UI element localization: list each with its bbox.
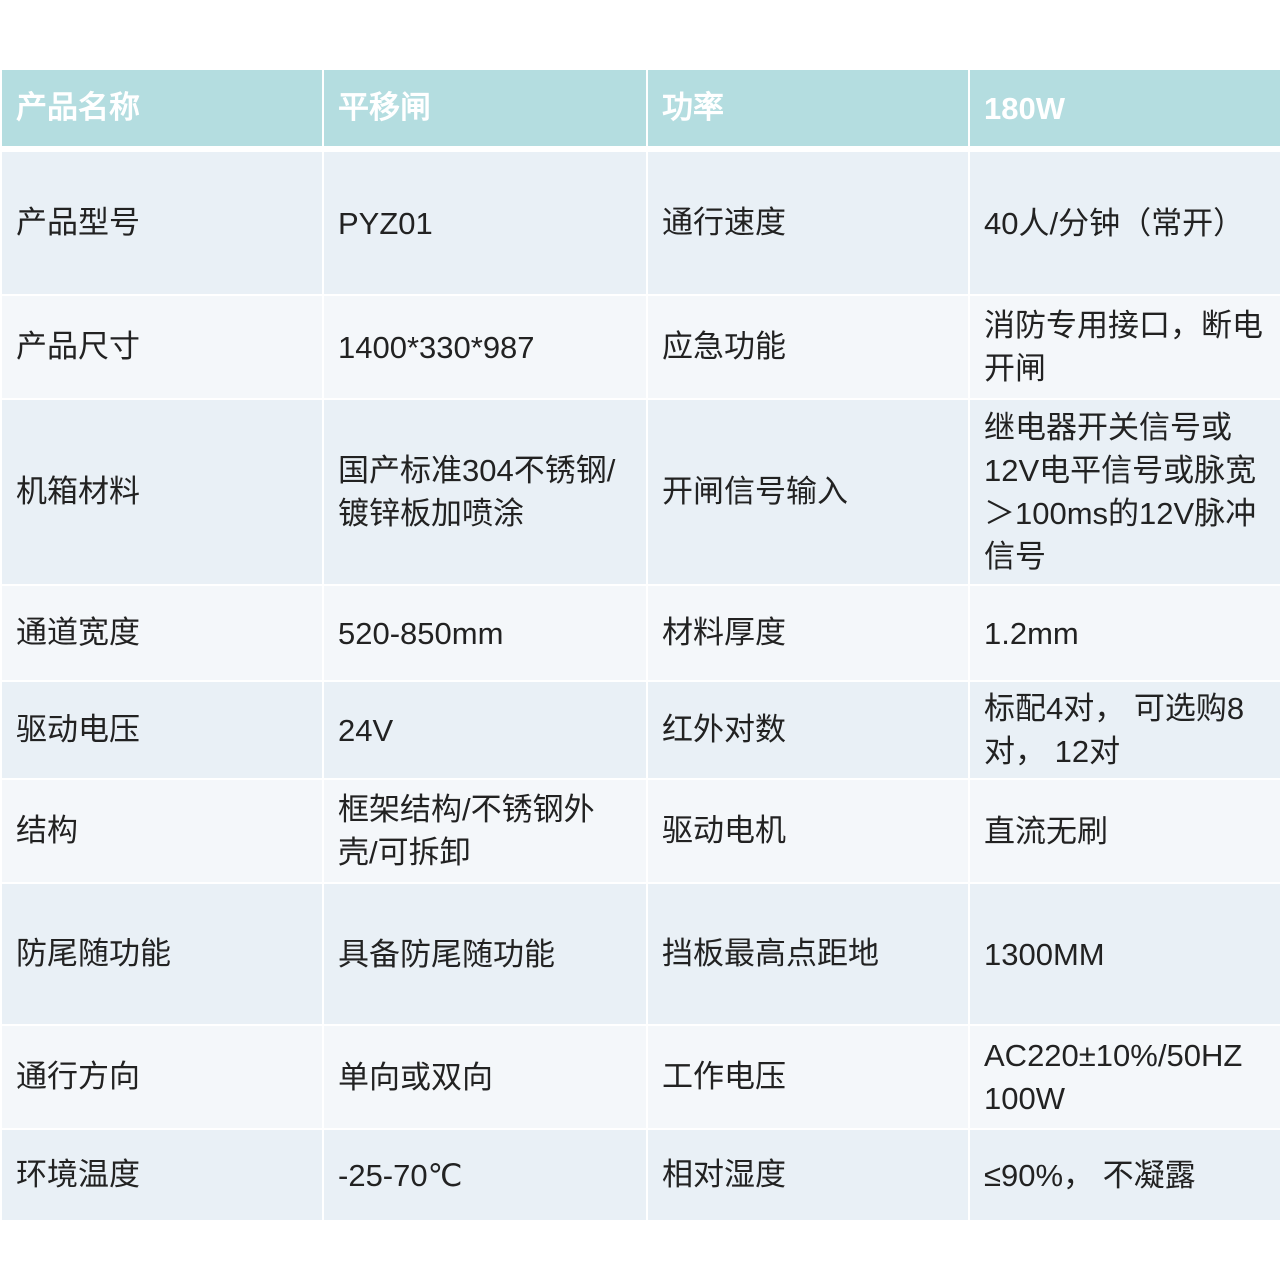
spec-label: 相对湿度 [646,1128,970,1222]
table-header-row: 产品名称 平移闸 功率 180W [0,68,1280,152]
spec-label: 开闸信号输入 [646,398,970,586]
spec-label: 工作电压 [646,1024,970,1130]
spec-value: AC220±10%/50HZ 100W [968,1024,1280,1130]
spec-label: 机箱材料 [0,398,324,586]
table-row: 通行方向 单向或双向 工作电压 AC220±10%/50HZ 100W [0,1024,1280,1130]
spec-value: -25-70℃ [322,1128,648,1222]
spec-label: 通行方向 [0,1024,324,1130]
spec-value: 1300MM [968,882,1280,1026]
spec-value: 国产标准304不锈钢/镀锌板加喷涂 [322,398,648,586]
spec-table: 产品名称 平移闸 功率 180W 产品型号 PYZ01 通行速度 40人/分钟（常开）… [0,68,1280,1222]
table-row: 产品尺寸 1400*330*987 应急功能 消防专用接口，断电开闸 [0,294,1280,400]
spec-value: PYZ01 [322,148,648,296]
spec-value: 继电器开关信号或12V电平信号或脉宽＞100ms的12V脉冲信号 [968,398,1280,586]
spec-label: 通道宽度 [0,584,324,682]
table-row: 驱动电压 24V 红外对数 标配4对， 可选购8对， 12对 [0,680,1280,780]
header-cell: 功率 [646,68,970,152]
spec-label: 通行速度 [646,148,970,296]
spec-value: 单向或双向 [322,1024,648,1130]
header-cell: 产品名称 [0,68,324,152]
spec-label: 防尾随功能 [0,882,324,1026]
spec-label: 驱动电压 [0,680,324,780]
spec-label: 产品尺寸 [0,294,324,400]
table-row: 结构 框架结构/不锈钢外壳/可拆卸 驱动电机 直流无刷 [0,778,1280,884]
table-row: 产品型号 PYZ01 通行速度 40人/分钟（常开） [0,148,1280,296]
spec-value: 1400*330*987 [322,294,648,400]
spec-value: 消防专用接口，断电开闸 [968,294,1280,400]
header-cell: 平移闸 [322,68,648,152]
spec-value: 40人/分钟（常开） [968,148,1280,296]
table-row: 机箱材料 国产标准304不锈钢/镀锌板加喷涂 开闸信号输入 继电器开关信号或12V电平… [0,398,1280,586]
spec-label: 结构 [0,778,324,884]
spec-label: 产品型号 [0,148,324,296]
spec-value: 具备防尾随功能 [322,882,648,1026]
spec-label: 红外对数 [646,680,970,780]
spec-value: 1.2mm [968,584,1280,682]
spec-label: 材料厚度 [646,584,970,682]
table-row: 防尾随功能 具备防尾随功能 挡板最高点距地 1300MM [0,882,1280,1026]
table-row: 通道宽度 520-850mm 材料厚度 1.2mm [0,584,1280,682]
spec-value: ≤90%， 不凝露 [968,1128,1280,1222]
spec-label: 环境温度 [0,1128,324,1222]
spec-label: 应急功能 [646,294,970,400]
table-row: 环境温度 -25-70℃ 相对湿度 ≤90%， 不凝露 [0,1128,1280,1222]
spec-value: 24V [322,680,648,780]
spec-label: 驱动电机 [646,778,970,884]
spec-value: 框架结构/不锈钢外壳/可拆卸 [322,778,648,884]
header-cell: 180W [968,68,1280,152]
spec-value: 直流无刷 [968,778,1280,884]
spec-value: 520-850mm [322,584,648,682]
spec-label: 挡板最高点距地 [646,882,970,1026]
spec-value: 标配4对， 可选购8对， 12对 [968,680,1280,780]
